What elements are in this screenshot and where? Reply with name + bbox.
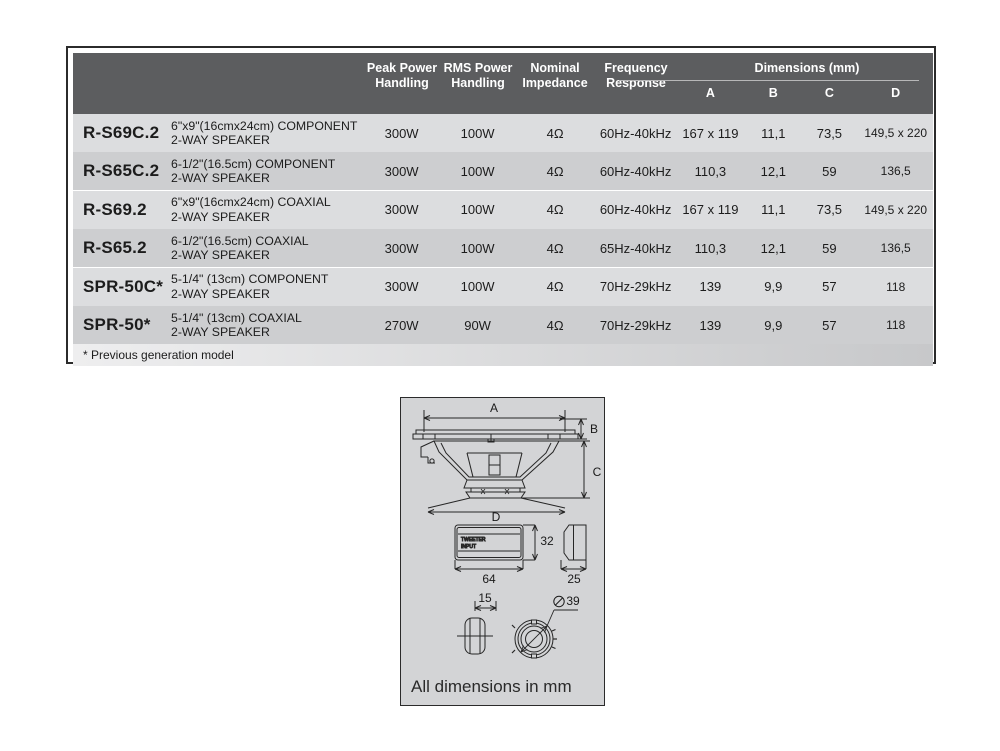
svg-text:32: 32 [540,534,554,548]
svg-text:25: 25 [567,572,581,586]
svg-text:39: 39 [566,594,580,608]
svg-text:B: B [590,422,598,436]
svg-text:C: C [593,465,602,479]
svg-text:64: 64 [482,572,496,586]
svg-text:A: A [490,401,498,415]
svg-text:15: 15 [478,591,492,605]
svg-text:TWEETER: TWEETER [461,537,486,543]
svg-text:INPUT: INPUT [461,544,476,550]
